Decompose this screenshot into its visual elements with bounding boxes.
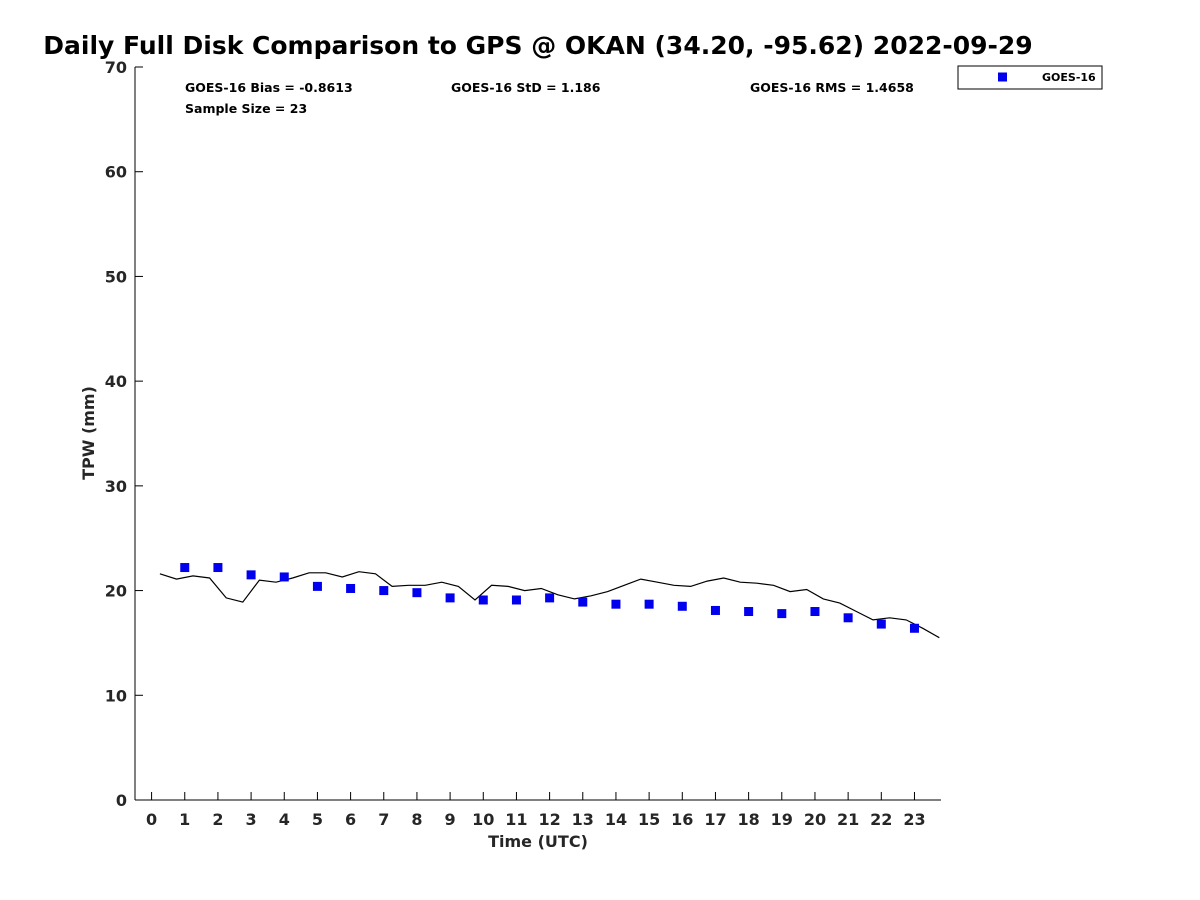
x-tick-label: 10	[472, 810, 494, 829]
y-tick-label: 60	[105, 163, 127, 182]
x-tick-label: 23	[903, 810, 925, 829]
y-tick-label: 10	[105, 686, 127, 705]
goes16-point	[545, 593, 555, 603]
x-tick-label: 0	[146, 810, 157, 829]
goes16-point	[876, 619, 886, 629]
x-tick-label: 5	[312, 810, 323, 829]
goes16-point	[346, 583, 356, 593]
legend-marker	[998, 72, 1007, 82]
y-axis-label: TPW (mm)	[79, 386, 98, 480]
goes16-point	[478, 595, 488, 605]
y-tick-label: 50	[105, 267, 127, 286]
goes16-point	[379, 586, 389, 596]
x-tick-label: 21	[837, 810, 859, 829]
x-tick-label: 14	[605, 810, 627, 829]
y-tick-label: 0	[116, 791, 127, 810]
goes16-point	[412, 588, 422, 598]
rms-stat: GOES-16 RMS = 1.4658	[750, 80, 914, 95]
x-tick-label: 2	[212, 810, 223, 829]
x-tick-label: 3	[246, 810, 257, 829]
sample-size-stat: Sample Size = 23	[185, 101, 307, 116]
goes16-point	[909, 623, 919, 633]
goes16-point	[810, 607, 820, 617]
x-axis-label: Time (UTC)	[488, 832, 588, 851]
legend-label: GOES-16	[1042, 71, 1096, 84]
legend: GOES-16	[957, 65, 1103, 90]
legend-box	[957, 65, 1103, 90]
x-tick-label: 1	[179, 810, 190, 829]
goes16-point	[611, 599, 621, 609]
y-ticks: 0 10 20 30 40 50 60 70	[105, 58, 143, 810]
plot-area	[134, 67, 941, 801]
goes16-point	[246, 570, 256, 580]
x-tick-label: 15	[638, 810, 660, 829]
x-tick-label: 17	[704, 810, 726, 829]
goes16-point	[777, 609, 787, 619]
gps-tpw-line	[159, 571, 940, 639]
chart-title: Daily Full Disk Comparison to GPS @ OKAN…	[43, 31, 1032, 60]
x-tick-label: 19	[771, 810, 793, 829]
x-tick-label: 6	[345, 810, 356, 829]
goes16-point	[180, 563, 190, 573]
goes16-point	[578, 597, 588, 607]
x-tick-label: 8	[411, 810, 422, 829]
series-layer	[159, 563, 940, 639]
goes16-point	[644, 599, 654, 609]
x-tick-label: 16	[671, 810, 693, 829]
std-stat: GOES-16 StD = 1.186	[451, 80, 601, 95]
goes16-point	[710, 605, 720, 615]
goes16-point	[279, 572, 289, 582]
x-ticks: 0 1 2 3 4 5 6 7 8 9 10 11 12 13 14 15 16 17 18 19 20 21 22 23	[146, 792, 926, 829]
x-tick-label: 7	[378, 810, 389, 829]
goes16-point	[213, 563, 223, 573]
goes16-point	[843, 613, 853, 623]
goes16-point	[445, 593, 455, 603]
x-tick-label: 11	[505, 810, 527, 829]
bias-stat: GOES-16 Bias = -0.8613	[185, 80, 353, 95]
x-tick-label: 13	[572, 810, 594, 829]
goes16-point	[677, 601, 687, 611]
goes16-point	[744, 607, 754, 617]
y-tick-label: 20	[105, 582, 127, 601]
goes16-point	[312, 581, 322, 591]
y-tick-label: 40	[105, 372, 127, 391]
x-tick-label: 18	[737, 810, 759, 829]
x-tick-label: 9	[445, 810, 456, 829]
x-tick-label: 20	[804, 810, 826, 829]
goes16-point	[511, 595, 521, 605]
y-tick-label: 70	[105, 58, 127, 77]
x-tick-label: 4	[279, 810, 290, 829]
y-tick-label: 30	[105, 477, 127, 496]
x-tick-label: 12	[538, 810, 560, 829]
x-tick-label: 22	[870, 810, 892, 829]
